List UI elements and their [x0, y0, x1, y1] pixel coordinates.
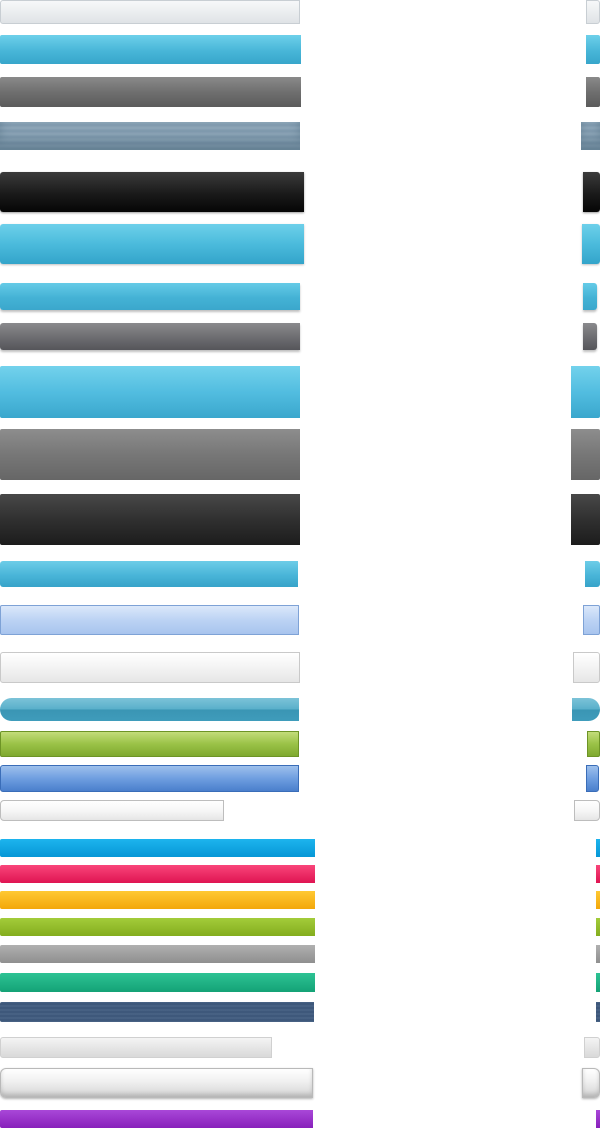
- bar-style-22: [0, 918, 600, 936]
- bar-left-segment: [0, 0, 300, 24]
- bar-left-segment: [0, 605, 299, 635]
- bar-right-cap: [596, 973, 600, 992]
- bar-left-segment: [0, 561, 298, 587]
- bar-left-segment: [0, 652, 300, 683]
- bar-right-cap: [583, 605, 600, 635]
- bar-right-cap: [596, 865, 600, 883]
- bar-right-cap: [596, 1110, 600, 1128]
- bar-right-cap: [571, 494, 600, 545]
- bar-right-cap: [586, 765, 599, 792]
- bar-style-12: [0, 561, 600, 587]
- bar-right-cap: [587, 731, 600, 757]
- bar-left-segment: [0, 172, 304, 212]
- bar-style-21: [0, 891, 600, 909]
- bar-style-17: [0, 765, 600, 792]
- bar-style-13: [0, 605, 600, 635]
- bar-style-14: [0, 652, 600, 683]
- bar-style-5: [0, 172, 600, 212]
- bar-left-segment: [0, 366, 300, 418]
- bar-left-segment: [0, 429, 300, 480]
- bar-left-segment: [0, 77, 301, 107]
- bar-right-cap: [585, 561, 600, 587]
- bar-left-segment: [0, 839, 315, 857]
- bar-style-7: [0, 283, 600, 310]
- bar-left-segment: [0, 1110, 313, 1128]
- bar-right-cap: [583, 283, 597, 310]
- bar-style-26: [0, 1037, 600, 1058]
- bar-style-23: [0, 945, 600, 963]
- bar-style-20: [0, 865, 600, 883]
- bar-right-cap: [584, 1037, 600, 1058]
- bar-left-segment: [0, 494, 300, 545]
- bar-left-segment: [0, 731, 299, 757]
- bar-right-cap: [586, 35, 600, 64]
- bar-left-segment: [0, 800, 224, 821]
- bar-right-cap: [574, 800, 600, 821]
- bar-left-segment: [0, 35, 301, 64]
- bar-left-segment: [0, 1068, 313, 1098]
- bar-left-segment: [0, 323, 300, 350]
- bar-left-segment: [0, 698, 299, 721]
- bar-style-18: [0, 800, 600, 821]
- bar-style-1: [0, 0, 600, 24]
- bar-style-28: [0, 1110, 600, 1128]
- bar-right-cap: [583, 172, 600, 212]
- bar-style-19: [0, 839, 600, 857]
- bar-style-4: [0, 122, 600, 150]
- bar-style-10: [0, 429, 600, 480]
- bar-right-cap: [572, 698, 600, 721]
- bar-right-cap: [596, 945, 600, 963]
- bar-right-cap: [583, 323, 597, 350]
- bar-left-segment: [0, 918, 315, 936]
- bar-left-segment: [0, 224, 304, 264]
- bar-style-15: [0, 698, 600, 721]
- bar-style-6: [0, 224, 600, 264]
- bar-right-cap: [586, 0, 600, 24]
- bar-right-cap: [596, 918, 600, 936]
- bar-style-9: [0, 366, 600, 418]
- bar-left-segment: [0, 973, 315, 992]
- bar-left-segment: [0, 122, 300, 150]
- bar-style-8: [0, 323, 600, 350]
- bar-left-segment: [0, 1037, 272, 1058]
- bar-right-cap: [586, 77, 600, 107]
- bar-left-segment: [0, 283, 300, 310]
- bar-style-16: [0, 731, 600, 757]
- bar-style-3: [0, 77, 600, 107]
- bar-left-segment: [0, 865, 315, 883]
- bar-right-cap: [596, 839, 600, 857]
- bar-right-cap: [573, 652, 600, 683]
- bar-left-segment: [0, 1002, 314, 1022]
- bar-style-24: [0, 973, 600, 992]
- bar-right-cap: [571, 429, 600, 480]
- bar-left-segment: [0, 765, 299, 792]
- bar-right-cap: [596, 1002, 600, 1022]
- bar-right-cap: [581, 122, 600, 150]
- bar-style-11: [0, 494, 600, 545]
- bar-right-cap: [571, 366, 600, 418]
- bar-right-cap: [596, 891, 600, 909]
- bar-right-cap: [582, 224, 600, 264]
- bar-left-segment: [0, 891, 315, 909]
- bar-style-27: [0, 1068, 600, 1098]
- bar-right-cap: [582, 1068, 600, 1098]
- bar-style-25: [0, 1002, 600, 1022]
- bar-style-2: [0, 35, 600, 64]
- bar-left-segment: [0, 945, 315, 963]
